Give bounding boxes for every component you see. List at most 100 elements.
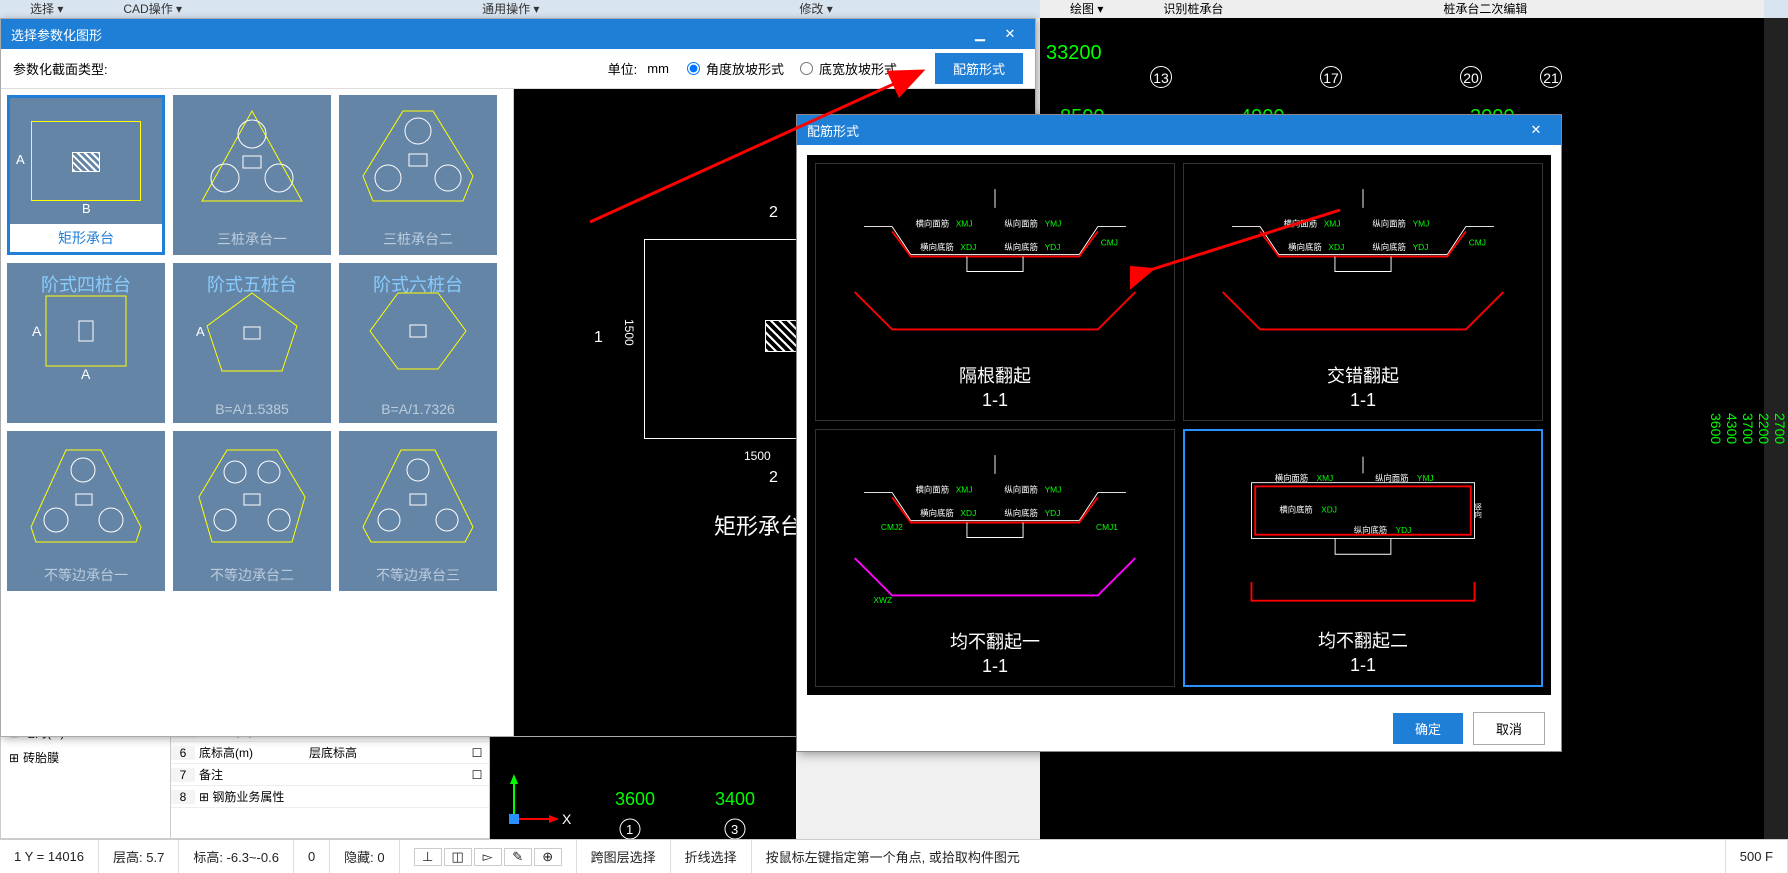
svg-text:XDJ: XDJ xyxy=(1321,504,1337,514)
rebar-style-grid: 横向面筋XMJ 纵向面筋YMJ 横向底筋XDJ 纵向底筋YDJ CMJ 隔根翻起… xyxy=(807,155,1551,695)
svg-text:横向底筋: 横向底筋 xyxy=(1279,504,1312,514)
dlg1-close-button[interactable]: ✕ xyxy=(995,26,1025,42)
status-icon[interactable]: ⊕ xyxy=(534,848,562,866)
svg-text:CMJ1: CMJ1 xyxy=(1096,522,1118,532)
square-shape-icon: AA xyxy=(26,281,146,381)
status-y: 1 Y = 14016 xyxy=(0,840,99,873)
svg-text:横向面筋: 横向面筋 xyxy=(1275,473,1308,483)
radio-width-slope[interactable]: 底宽放坡形式 xyxy=(800,59,897,78)
tab-secondary-edit[interactable]: 桩承台二次编辑 xyxy=(1413,0,1557,18)
svg-text:XDJ: XDJ xyxy=(1328,242,1344,252)
svg-text:CMJ: CMJ xyxy=(1469,237,1486,247)
tab-recognize[interactable]: 识别桩承台 xyxy=(1133,0,1253,18)
svg-text:横向底筋: 横向底筋 xyxy=(920,242,954,252)
coord-ref: 33200 xyxy=(1046,42,1102,65)
bottom-cad-viewport[interactable]: X 3600 3400 1 3 xyxy=(490,719,796,839)
list-item-brickmold[interactable]: ⊞砖胎膜 xyxy=(1,745,170,770)
status-icon[interactable]: ▻ xyxy=(474,848,502,866)
menu-select[interactable]: 选择 ▾ xyxy=(0,0,93,18)
dlg2-footer: 确定 取消 xyxy=(797,705,1561,751)
xsec-diagram-1: 横向面筋XMJ 纵向面筋YMJ 横向底筋XDJ 纵向底筋YDJ CMJ xyxy=(1204,184,1522,344)
dlg1-min-button[interactable]: ▁ xyxy=(965,26,995,42)
svg-text:纵向面筋: 纵向面筋 xyxy=(1372,219,1406,229)
svg-text:YMJ: YMJ xyxy=(1045,485,1062,495)
svg-text:3400: 3400 xyxy=(715,789,755,809)
status-elev: 标高: -6.3~-0.6 xyxy=(179,840,294,873)
dlg1-toolbar: 参数化截面类型: 单位: mm 角度放坡形式 底宽放坡形式 配筋形式 xyxy=(1,49,1035,89)
tab-draw[interactable]: 绘图 ▾ xyxy=(1040,0,1133,18)
dim-line: 13 17 20 21 8500 4900 3000 xyxy=(1040,66,1764,106)
dlg2-close-button[interactable]: ✕ xyxy=(1521,122,1551,138)
tri3-shape-icon xyxy=(21,442,151,552)
prop-row[interactable]: 8⊞ 钢筋业务属性 xyxy=(171,786,489,808)
status-icon[interactable]: ◫ xyxy=(444,848,472,866)
menu-modify[interactable]: 修改 ▾ xyxy=(769,0,862,18)
unit-label: 单位: xyxy=(608,59,638,78)
dlg1-titlebar[interactable]: 选择参数化图形 ▁ ✕ xyxy=(1,19,1035,49)
svg-text:1: 1 xyxy=(626,822,633,837)
rebar-cell-staggered[interactable]: 横向面筋XMJ 纵向面筋YMJ 横向底筋XDJ 纵向底筋YDJ CMJ 交错翻起… xyxy=(1183,163,1543,421)
menu-cad[interactable]: CAD操作 ▾ xyxy=(93,0,212,18)
svg-text:横向面筋: 横向面筋 xyxy=(1284,219,1318,229)
rebar-cell-none-1[interactable]: 横向面筋XMJ 纵向面筋YMJ 横向底筋XDJ 纵向底筋YDJ CMJ2 CMJ… xyxy=(815,429,1175,687)
rect-shape-icon: A B xyxy=(31,121,141,201)
radio-angle-slope[interactable]: 角度放坡形式 xyxy=(687,59,784,78)
rebar-style-button[interactable]: 配筋形式 xyxy=(935,53,1023,84)
tile-step-5[interactable]: 阶式五桩台 A B=A/1.5385 xyxy=(173,263,331,423)
tile-tri-cap-1[interactable]: 三桩承台一 xyxy=(173,95,331,255)
tile-irregular-2[interactable]: 不等边承台二 xyxy=(173,431,331,591)
svg-text:XDJ: XDJ xyxy=(960,508,976,518)
svg-text:YMJ: YMJ xyxy=(1045,219,1062,229)
tile-irregular-3[interactable]: 不等边承台三 xyxy=(339,431,497,591)
dlg2-title: 配筋形式 xyxy=(807,121,859,140)
section-type-label: 参数化截面类型: xyxy=(13,59,108,78)
status-crosslayer[interactable]: 跨图层选择 xyxy=(577,840,671,873)
status-hide: 隐藏: 0 xyxy=(330,840,399,873)
svg-text:纵向面筋: 纵向面筋 xyxy=(1004,219,1038,229)
grid-bubble-21: 21 xyxy=(1540,66,1562,88)
svg-text:XMJ: XMJ xyxy=(956,219,973,229)
tile-rect-cap[interactable]: A B 矩形承台 xyxy=(7,95,165,255)
xsec-diagram-3: 横向面筋XMJ 纵向面筋YMJ 横向底筋XDJ 纵向底筋YDJ 竖向 xyxy=(1205,451,1521,611)
right-tabs: 绘图 ▾ 识别桩承台 桩承台二次编辑 xyxy=(1040,0,1764,18)
svg-text:XMJ: XMJ xyxy=(1317,473,1334,483)
svg-text:3600: 3600 xyxy=(615,789,655,809)
ruler-right: 2700 2200 3700 4300 3600 xyxy=(1764,18,1788,839)
dlg2-titlebar[interactable]: 配筋形式 ✕ xyxy=(797,115,1561,145)
xsec-diagram-2: 横向面筋XMJ 纵向面筋YMJ 横向底筋XDJ 纵向底筋YDJ CMJ2 CMJ… xyxy=(836,450,1154,610)
prop-row[interactable]: 6底标高(m)层底标高☐ xyxy=(171,742,489,764)
property-grid: 5顶标高(m)层底标高☐ 6底标高(m)层底标高☐ 7备注☐ 8⊞ 钢筋业务属性 xyxy=(171,720,489,838)
svg-text:横向底筋: 横向底筋 xyxy=(920,508,954,518)
tile-irregular-1[interactable]: 不等边承台一 xyxy=(7,431,165,591)
svg-text:YMJ: YMJ xyxy=(1413,219,1430,229)
component-list: ⊞地沟(G) ⊞砖胎膜 xyxy=(1,720,171,838)
status-polyline[interactable]: 折线选择 xyxy=(671,840,752,873)
tile-tri-cap-2[interactable]: 三桩承台二 xyxy=(339,95,497,255)
svg-text:横向面筋: 横向面筋 xyxy=(916,485,950,495)
svg-text:竖向: 竖向 xyxy=(1473,503,1482,518)
rebar-cell-none-2[interactable]: 横向面筋XMJ 纵向面筋YMJ 横向底筋XDJ 纵向底筋YDJ 竖向 均不翻起二… xyxy=(1183,429,1543,687)
status-icon[interactable]: ✎ xyxy=(504,848,532,866)
status-500: 500 F xyxy=(1726,840,1788,873)
svg-text:A: A xyxy=(196,324,205,339)
tri-shape-icon-2 xyxy=(353,106,483,216)
tri-shape-icon xyxy=(187,106,317,216)
pentagon-shape-icon: A xyxy=(192,281,312,381)
svg-text:X: X xyxy=(562,811,572,827)
svg-text:纵向底筋: 纵向底筋 xyxy=(1004,508,1038,518)
tile-step-6[interactable]: 阶式六桩台 B=A/1.7326 xyxy=(339,263,497,423)
dlg2-ok-button[interactable]: 确定 xyxy=(1393,713,1463,744)
dlg2-cancel-button[interactable]: 取消 xyxy=(1473,712,1545,745)
svg-text:纵向面筋: 纵向面筋 xyxy=(1004,485,1038,495)
tile-step-4[interactable]: 阶式四桩台 AA xyxy=(7,263,165,423)
rebar-cell-interleaved[interactable]: 横向面筋XMJ 纵向面筋YMJ 横向底筋XDJ 纵向底筋YDJ CMJ 隔根翻起… xyxy=(815,163,1175,421)
status-elev2: 0 xyxy=(294,840,330,873)
menu-general[interactable]: 通用操作 ▾ xyxy=(452,0,569,18)
svg-text:YDJ: YDJ xyxy=(1413,242,1429,252)
status-hint: 按鼠标左键指定第一个角点, 或拾取构件图元 xyxy=(752,840,1726,873)
svg-text:纵向底筋: 纵向底筋 xyxy=(1354,525,1387,535)
svg-text:XMJ: XMJ xyxy=(956,485,973,495)
prop-row[interactable]: 7备注☐ xyxy=(171,764,489,786)
svg-text:YDJ: YDJ xyxy=(1045,508,1061,518)
status-icon[interactable]: ⊥ xyxy=(414,848,442,866)
